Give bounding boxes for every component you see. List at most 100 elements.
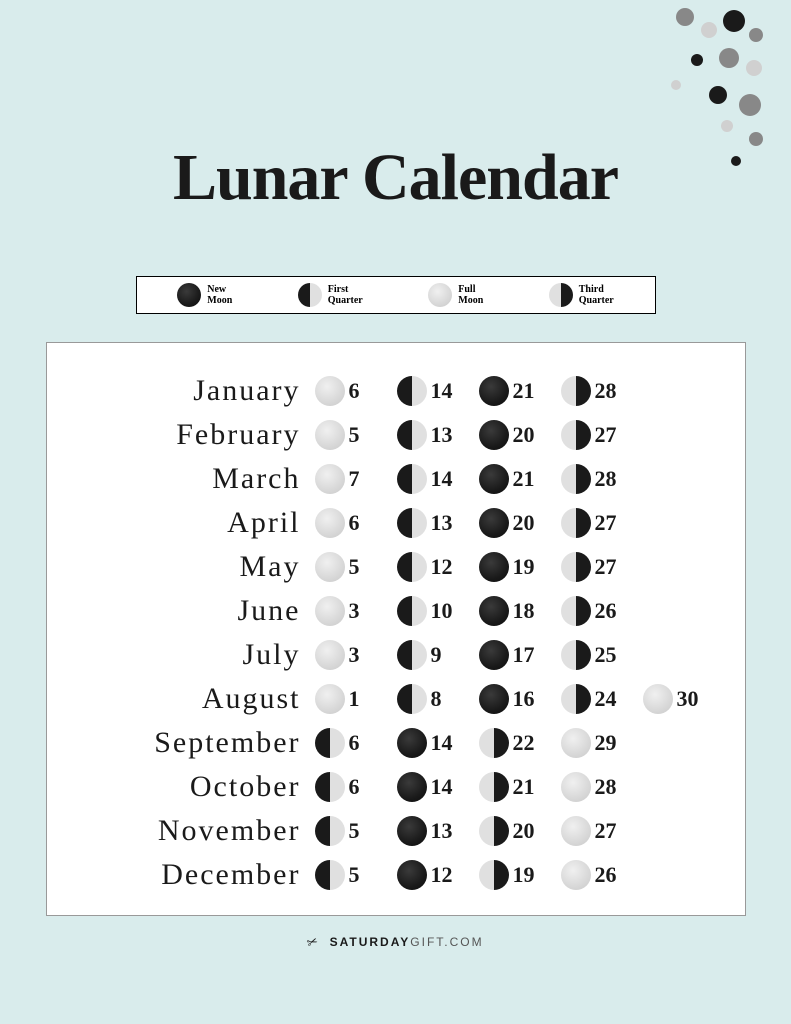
phase-day: 20 [513, 422, 535, 448]
new-moon-icon [479, 508, 509, 538]
confetti-dot-icon [723, 10, 745, 32]
phase-day: 25 [595, 642, 617, 668]
phase-day: 22 [513, 730, 535, 756]
month-row: August18162430 [65, 677, 727, 721]
legend-label: FirstQuarter [328, 284, 363, 306]
full-moon-icon [315, 464, 345, 494]
firstq-moon-icon [397, 640, 427, 670]
full-moon-icon [561, 772, 591, 802]
month-name: November [65, 814, 315, 848]
month-name: February [65, 418, 315, 452]
phase-cell: 3 [315, 596, 397, 626]
month-row: November5132027 [65, 809, 727, 853]
phase-cell: 20 [479, 420, 561, 450]
new-moon-icon [479, 420, 509, 450]
new-moon-icon [397, 860, 427, 890]
phase-day: 30 [677, 686, 699, 712]
new-moon-icon [479, 640, 509, 670]
firstq-moon-icon [397, 420, 427, 450]
phase-day: 3 [349, 598, 360, 624]
new-moon-icon [479, 552, 509, 582]
phase-cell: 25 [561, 640, 643, 670]
firstq-moon-icon [397, 376, 427, 406]
phase-list: 6132027 [315, 508, 643, 538]
phase-cell: 14 [397, 728, 479, 758]
phase-day: 12 [431, 554, 453, 580]
phase-cell: 12 [397, 860, 479, 890]
phase-day: 28 [595, 378, 617, 404]
phase-day: 16 [513, 686, 535, 712]
month-row: October6142128 [65, 765, 727, 809]
new-moon-icon [397, 728, 427, 758]
month-name: December [65, 858, 315, 892]
month-row: July391725 [65, 633, 727, 677]
full-moon-icon [428, 283, 452, 307]
confetti-dot-icon [701, 22, 717, 38]
phase-day: 17 [513, 642, 535, 668]
phase-list: 1 8 16 24 30 [315, 684, 725, 714]
phase-day: 21 [513, 466, 535, 492]
phase-day: 20 [513, 818, 535, 844]
phase-day: 27 [595, 554, 617, 580]
phase-day: 5 [349, 554, 360, 580]
phase-list: 391725 [315, 640, 643, 670]
phase-cell: 1 [315, 684, 397, 714]
phase-list: 5132027 [315, 420, 643, 450]
phase-day: 28 [595, 774, 617, 800]
footer-brand-bold: SATURDAY [330, 935, 411, 949]
full-moon-icon [315, 552, 345, 582]
phase-cell: 9 [397, 640, 479, 670]
full-moon-icon [315, 420, 345, 450]
new-moon-icon [397, 772, 427, 802]
phase-day: 6 [349, 378, 360, 404]
phase-cell: 26 [561, 596, 643, 626]
confetti-dot-icon [749, 28, 763, 42]
new-moon-icon [479, 596, 509, 626]
firstq-moon-icon [315, 816, 345, 846]
full-moon-icon [561, 860, 591, 890]
phase-day: 7 [349, 466, 360, 492]
phase-day: 19 [513, 554, 535, 580]
phase-cell: 22 [479, 728, 561, 758]
new-moon-icon [479, 464, 509, 494]
phase-cell: 20 [479, 816, 561, 846]
phase-cell: 27 [561, 552, 643, 582]
legend-item: ThirdQuarter [549, 283, 614, 307]
phase-day: 9 [431, 642, 442, 668]
full-moon-icon [315, 376, 345, 406]
thirdq-moon-icon [561, 596, 591, 626]
phase-cell: 30 [643, 684, 725, 714]
phase-cell: 19 [479, 552, 561, 582]
phase-day: 27 [595, 422, 617, 448]
phase-list: 5 12 19 27 [315, 552, 643, 582]
phase-cell: 26 [561, 860, 643, 890]
phase-day: 8 [431, 686, 442, 712]
phase-cell: 24 [561, 684, 643, 714]
new-moon-icon [479, 684, 509, 714]
firstq-moon-icon [397, 596, 427, 626]
confetti-dot-icon [749, 132, 763, 146]
month-row: December5121926 [65, 853, 727, 897]
scissors-icon: ✂ [305, 932, 323, 951]
month-row: June3101826 [65, 589, 727, 633]
phase-cell: 7 [315, 464, 397, 494]
legend-label: FullMoon [458, 284, 483, 306]
phase-day: 21 [513, 774, 535, 800]
phase-day: 19 [513, 862, 535, 888]
phase-cell: 14 [397, 376, 479, 406]
firstq-moon-icon [397, 464, 427, 494]
confetti-dot-icon [746, 60, 762, 76]
phase-list: 7142128 [315, 464, 643, 494]
thirdq-moon-icon [549, 283, 573, 307]
phase-cell: 21 [479, 772, 561, 802]
month-name: July [65, 638, 315, 672]
phase-cell: 28 [561, 376, 643, 406]
phase-day: 27 [595, 510, 617, 536]
thirdq-moon-icon [561, 640, 591, 670]
phase-day: 6 [349, 774, 360, 800]
full-moon-icon [643, 684, 673, 714]
legend-item: NewMoon [177, 283, 232, 307]
thirdq-moon-icon [479, 728, 509, 758]
month-row: January6142128 [65, 369, 727, 413]
phase-list: 5121926 [315, 860, 643, 890]
